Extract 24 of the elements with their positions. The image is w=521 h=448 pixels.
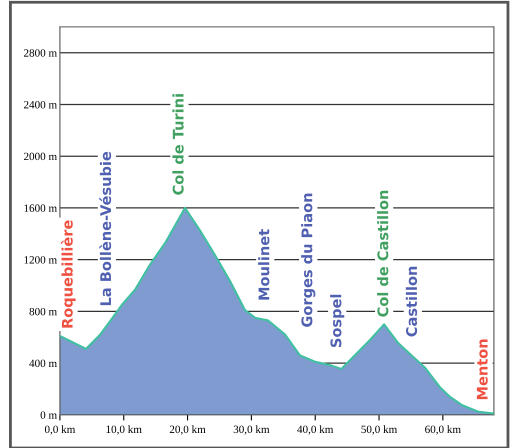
annotation: Moulinet	[258, 229, 270, 300]
annotation: Menton	[476, 339, 488, 400]
annotation: Sospel	[330, 294, 344, 348]
annotation: La Bollène-Vésubie	[99, 152, 112, 306]
x-tick-label: 60,0 km	[425, 425, 461, 435]
x-tick-label: 50,0 km	[361, 425, 398, 435]
y-tick-label: 400 m	[29, 360, 57, 368]
x-tick-label: 0,0 km	[44, 425, 76, 435]
x-tick-label: 40,0 km	[297, 425, 334, 435]
annotation: Col de Turini	[172, 94, 184, 195]
annotation: Gorges du Piaon	[301, 194, 316, 327]
x-tick-label: 30,0 km	[234, 425, 270, 435]
y-tick-label: 800 m	[29, 308, 57, 316]
annotation: Col de Castillon	[377, 190, 388, 317]
y-tick-label: 1200 m	[24, 256, 57, 264]
annotation: Roquebillière	[60, 220, 76, 328]
y-tick-label: 1600 m	[24, 204, 57, 212]
y-tick-label: 2800 m	[24, 49, 57, 57]
x-tick-label: 20,0 km	[170, 425, 206, 435]
x-tick-label: 10,0 km	[106, 425, 142, 435]
y-tick-label: 0 m	[40, 411, 57, 419]
y-tick-label: 2000 m	[24, 152, 57, 160]
y-tick-label: 2400 m	[24, 100, 57, 108]
annotation: Castillon	[406, 266, 418, 336]
